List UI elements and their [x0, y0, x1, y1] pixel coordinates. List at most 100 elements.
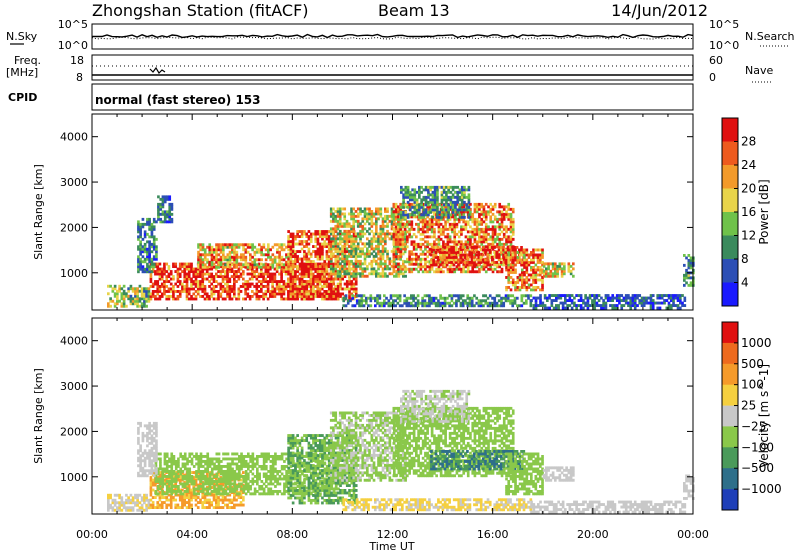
power-cell	[217, 298, 220, 301]
power-cell	[168, 215, 171, 218]
power-cell	[373, 272, 376, 275]
power-cell	[247, 280, 250, 283]
power-cell	[435, 223, 438, 226]
power-cell	[381, 302, 384, 305]
power-cell	[377, 213, 380, 216]
power-cell	[474, 230, 477, 233]
power-cell	[532, 251, 535, 254]
power-cell	[485, 235, 488, 238]
power-cell	[447, 203, 450, 206]
power-cell	[364, 267, 367, 270]
power-cell	[272, 261, 275, 264]
power-cell	[426, 235, 429, 238]
power-cell	[145, 292, 148, 295]
power-cell	[455, 294, 458, 297]
power-cell	[393, 233, 396, 236]
power-cell	[326, 245, 329, 248]
power-cell	[233, 248, 236, 251]
power-cell	[290, 298, 293, 301]
power-cell	[580, 294, 583, 297]
power-cell	[226, 280, 229, 283]
power-cell	[512, 249, 515, 252]
power-cell	[381, 304, 384, 307]
power-cell	[643, 297, 646, 300]
power-cell	[364, 222, 367, 225]
power-cell	[326, 253, 329, 256]
power-cell	[247, 283, 250, 286]
power-cell	[474, 240, 477, 243]
power-cell	[440, 230, 443, 233]
power-cell	[321, 293, 324, 296]
power-cell	[587, 299, 590, 302]
power-cell	[627, 304, 630, 307]
power-cell	[379, 294, 382, 297]
power-cell	[435, 220, 438, 223]
power-cell	[208, 243, 211, 246]
power-cell	[422, 253, 425, 256]
power-cell	[145, 305, 148, 308]
power-cell	[153, 225, 156, 228]
power-cell	[454, 208, 457, 211]
power-cell	[157, 208, 160, 211]
power-cell	[326, 295, 329, 298]
power-cell	[201, 270, 204, 273]
power-cell	[269, 278, 272, 281]
power-cell	[446, 261, 449, 264]
power-cell	[356, 299, 359, 302]
power-cell	[411, 258, 414, 261]
velocity-cell	[109, 496, 112, 499]
power-cell	[627, 294, 630, 297]
power-cell	[532, 279, 535, 282]
power-cell	[473, 251, 476, 254]
power-cell	[443, 191, 446, 194]
power-cell	[317, 250, 320, 253]
power-cell	[435, 254, 438, 257]
power-cell	[546, 297, 549, 300]
power-cell	[357, 260, 360, 263]
power-cell	[450, 213, 453, 216]
power-cell	[523, 251, 526, 254]
power-cell	[425, 186, 428, 189]
power-cell	[393, 203, 396, 206]
power-cell	[450, 254, 453, 257]
power-cell	[375, 255, 378, 258]
power-cell	[337, 295, 340, 298]
power-cell	[555, 294, 558, 297]
power-cell	[426, 260, 429, 263]
power-cell	[271, 275, 274, 278]
power-cell	[571, 294, 574, 297]
power-cell	[359, 237, 362, 240]
power-cell	[491, 246, 494, 249]
power-cell	[512, 218, 515, 221]
power-cell	[211, 256, 214, 259]
power-cell	[425, 211, 428, 214]
power-cell	[605, 297, 608, 300]
power-cell	[296, 230, 299, 233]
power-cell	[254, 263, 257, 266]
power-cell	[287, 235, 290, 238]
power-cell	[330, 250, 333, 253]
power-cell	[489, 208, 492, 211]
power-cell	[474, 235, 477, 238]
power-cell	[148, 225, 151, 228]
power-cell	[384, 247, 387, 250]
power-cell	[283, 263, 286, 266]
power-cell	[460, 228, 463, 231]
power-cell	[220, 246, 223, 249]
power-cell	[423, 216, 426, 219]
power-cell	[435, 238, 438, 241]
power-cell	[267, 270, 270, 273]
power-cell	[417, 270, 420, 273]
power-cell	[424, 268, 427, 271]
noise-right-tick-bottom: 10^0	[709, 39, 739, 52]
power-cell	[296, 235, 299, 238]
power-cell	[272, 253, 275, 256]
velocity-cell	[107, 506, 110, 509]
power-cell	[498, 256, 501, 259]
power-cell	[478, 304, 481, 307]
power-cell	[528, 261, 531, 264]
power-cell	[208, 261, 211, 264]
power-cell	[377, 210, 380, 213]
power-cell	[544, 304, 547, 307]
power-cell	[199, 261, 202, 264]
